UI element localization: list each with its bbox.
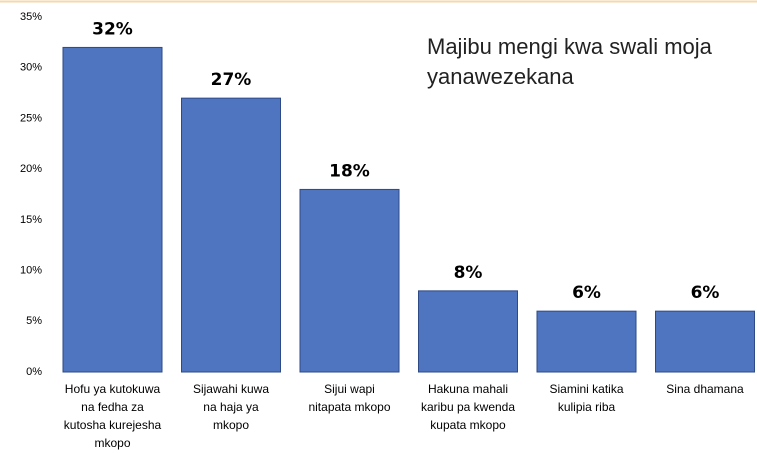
value-label: 18% (329, 161, 370, 181)
x-tick-label: na haja ya (203, 400, 259, 414)
x-tick-label: kutosha kurejesha (64, 418, 162, 432)
bar (655, 310, 755, 373)
y-tick-label: 20% (20, 163, 42, 175)
x-tick-label: Sijui wapi (324, 382, 375, 396)
x-tick-label: na fedha za (81, 400, 144, 414)
bar (536, 310, 637, 373)
annotation: yanawezekana (427, 64, 575, 89)
x-tick-label: kulipia riba (558, 400, 616, 414)
value-label: 6% (691, 283, 720, 303)
y-tick-label: 0% (26, 366, 42, 378)
y-tick-label: 5% (26, 315, 42, 327)
y-tick-label: 10% (20, 264, 42, 276)
value-label: 8% (454, 263, 483, 283)
y-tick-label: 30% (20, 62, 42, 74)
x-tick-label: mkopo (213, 418, 249, 432)
x-tick-label: Sina dhamana (666, 382, 744, 396)
bar (181, 97, 281, 373)
x-tick-label: kupata mkopo (430, 418, 506, 432)
x-tick-label: Sijawahi kuwa (193, 382, 269, 396)
bar (418, 290, 518, 373)
x-tick-label: Hakuna mahali (428, 382, 508, 396)
x-tick-label: mkopo (94, 436, 130, 450)
value-label: 27% (211, 70, 252, 90)
bar (62, 46, 163, 373)
x-tick-label: Siamini katika (549, 382, 623, 396)
y-tick-label: 25% (20, 112, 42, 124)
bar (299, 188, 400, 373)
value-label: 6% (572, 283, 601, 303)
value-label: 32% (92, 19, 133, 39)
annotation: Majibu mengi kwa swali moja (427, 34, 713, 59)
y-tick-label: 35% (20, 11, 42, 23)
x-tick-label: nitapata mkopo (308, 400, 390, 414)
x-tick-label: Hofu ya kutokuwa (65, 382, 161, 396)
y-tick-label: 15% (20, 214, 42, 226)
x-tick-label: karibu pa kwenda (421, 400, 515, 414)
